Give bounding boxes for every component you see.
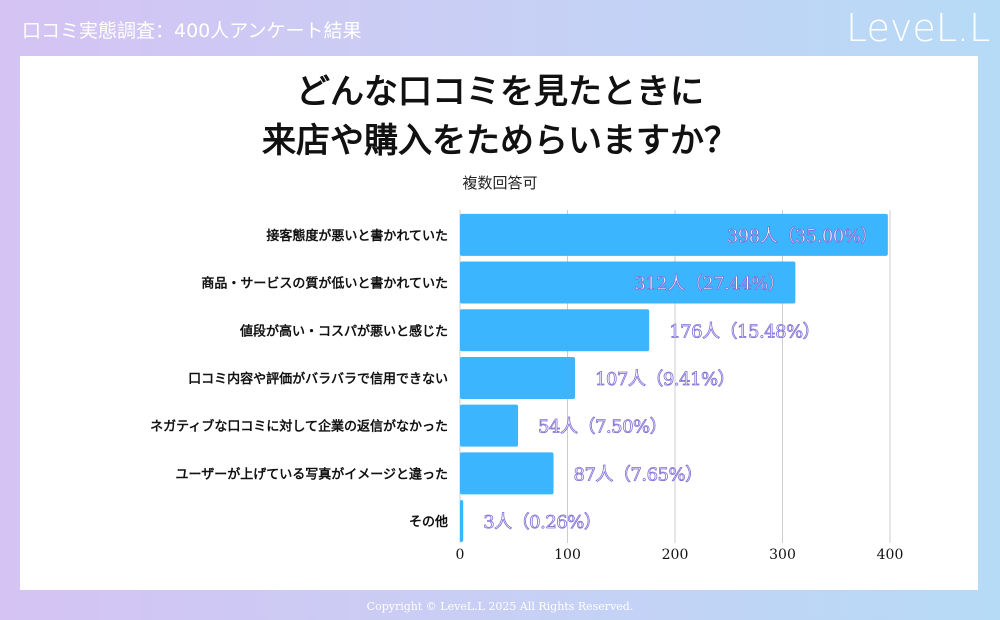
x-tick-label: 100 <box>554 547 581 563</box>
brand-logo: LeveL.L <box>846 6 991 50</box>
bar <box>460 213 888 256</box>
x-tick-label: 0 <box>456 547 465 563</box>
bar <box>460 356 576 399</box>
copyright: Copyright © LeveL.L 2025 All Rights Rese… <box>366 600 634 613</box>
category-label: ネガティブな口コミに対して企業の返信がなかった <box>150 419 448 435</box>
x-tick-label: 200 <box>662 547 689 563</box>
category-label: 値段が高い・コスパが悪いと感じた <box>239 323 448 339</box>
category-label: ユーザーが上げている写真がイメージと違った <box>176 466 448 482</box>
survey-title: 口コミ実態調査：400人アンケート結果 <box>22 20 362 42</box>
bar <box>460 309 650 352</box>
data-label: 87人（7.65%） <box>574 464 703 485</box>
data-label: 54人（7.50%） <box>538 417 667 438</box>
category-label: その他 <box>409 514 448 530</box>
bar <box>460 500 464 543</box>
chart-title-line2: 来店や購入をためらいますか？ <box>262 121 738 161</box>
bar <box>460 404 519 447</box>
bar <box>460 261 796 304</box>
data-label: 398人（35.00%） <box>727 226 878 247</box>
data-label: 3人（0.26%） <box>483 512 601 533</box>
chart-subtitle: 複数回答可 <box>462 174 538 192</box>
category-label: 商品・サービスの質が低いと書かれていた <box>201 276 448 292</box>
category-label: 口コミ内容や評価がバラバラで信用できない <box>188 371 448 387</box>
data-label: 176人（15.48%） <box>669 321 820 342</box>
bar <box>460 452 554 495</box>
chart-title-line1: どんな口コミを見たときに <box>296 72 704 112</box>
x-tick-label: 400 <box>877 547 904 563</box>
data-label: 107人（9.41%） <box>595 369 735 390</box>
category-label: 接客態度が悪いと書かれていた <box>266 228 448 244</box>
x-tick-label: 300 <box>769 547 796 563</box>
data-label: 312人（27.44%） <box>634 274 785 295</box>
